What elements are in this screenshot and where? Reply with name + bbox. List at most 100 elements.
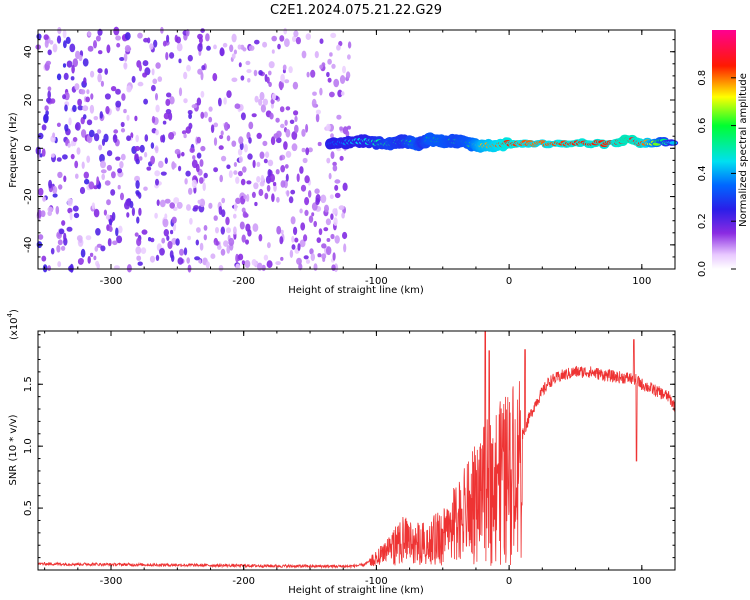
spectrogram-cell xyxy=(199,242,204,251)
spectrogram-cell xyxy=(70,76,75,81)
spectrogram-cell xyxy=(171,161,176,170)
spectrogram-cell xyxy=(72,137,78,142)
spectrogram-cell xyxy=(254,201,258,207)
spectrogram-cell xyxy=(191,104,198,109)
spectrogram-cell xyxy=(112,134,118,143)
spectrogram-cell xyxy=(144,134,149,142)
spectrogram-cell xyxy=(237,148,243,156)
spectrogram-cell xyxy=(100,169,107,174)
spectrogram-cell xyxy=(284,164,289,169)
spectrogram-cell xyxy=(239,221,245,230)
spectrogram-cell xyxy=(208,116,213,123)
spectrogram-cell xyxy=(280,229,284,234)
spectrogram-cell xyxy=(219,47,225,57)
spectrogram-cell xyxy=(342,231,348,240)
spectrogram-cell xyxy=(93,133,100,142)
spectrogram-cell xyxy=(304,209,309,216)
spectrogram-cell xyxy=(108,226,113,233)
spectrogram-cell xyxy=(340,91,345,96)
spectrogram-cell xyxy=(176,43,183,52)
spectrogram-cell xyxy=(72,104,77,113)
spectrogram-cell xyxy=(276,196,280,203)
spectrogram-cell xyxy=(178,87,183,97)
spectrogram-cell xyxy=(303,234,308,242)
snr-multiplier: (x104) xyxy=(6,309,20,340)
spectrogram-cell xyxy=(87,31,92,37)
spectrogram-cell xyxy=(155,62,161,69)
spectrogram-cell xyxy=(330,151,335,160)
spectrogram-frame xyxy=(37,29,676,270)
spectrogram-cell xyxy=(199,177,204,184)
spectrogram-cell xyxy=(247,153,253,160)
spectrogram-cell xyxy=(86,89,90,95)
spectrogram-cell xyxy=(285,173,289,182)
spectrogram-cell xyxy=(205,33,210,42)
spectrogram-cell xyxy=(185,170,191,177)
spectrogram-cell xyxy=(262,41,268,48)
spectrogram-cell xyxy=(288,196,294,204)
spectrogram-cell xyxy=(220,248,226,256)
spectrogram-cell xyxy=(221,209,226,218)
spectrogram-cell xyxy=(332,165,338,172)
spectrogram-cell xyxy=(163,112,170,120)
spectrogram-cell xyxy=(58,184,63,190)
spectrogram-cell xyxy=(262,98,268,106)
spectrogram-cell xyxy=(48,179,53,189)
spectrogram-cell xyxy=(279,106,285,113)
spectrogram-cell xyxy=(195,239,199,246)
spectrogram-cell xyxy=(237,44,242,50)
spectrogram-cell xyxy=(123,108,127,114)
spectrogram-cell xyxy=(347,41,352,49)
spectrogram-cell xyxy=(275,169,280,175)
spectrogram-cell xyxy=(203,225,208,231)
spectrogram-cell xyxy=(332,161,337,167)
spectrogram-cell xyxy=(251,191,256,198)
spectrogram-cell xyxy=(120,192,124,201)
spectrogram-cell xyxy=(119,57,125,61)
spectrogram-cell xyxy=(41,255,47,262)
spectrogram-cell xyxy=(69,211,73,221)
spectrogram-cell xyxy=(117,184,121,190)
spectrogram-cell xyxy=(199,159,204,167)
spectrogram-cell xyxy=(234,103,241,109)
spectrogram-x-ticks: -300 -200 -100 0 100 xyxy=(44,30,676,287)
spectrogram-cell xyxy=(167,240,173,250)
spectrogram-cell xyxy=(192,155,196,160)
spectrogram-cell xyxy=(260,104,266,113)
spectrogram-x-label: Height of straight line (km) xyxy=(288,285,424,296)
spectrogram-cell xyxy=(47,90,51,99)
spectrogram-cell xyxy=(88,129,95,138)
spectrogram-cell xyxy=(309,248,314,255)
spectrogram-cell xyxy=(137,81,144,87)
spectrogram-cell xyxy=(97,73,102,83)
spectrogram-cell xyxy=(238,136,244,145)
spectrogram-cell xyxy=(252,223,259,232)
spectrogram-cell xyxy=(142,60,149,67)
spectrogram-cell xyxy=(191,179,197,189)
spectrogram-cell xyxy=(98,144,103,151)
spectrogram-cell xyxy=(46,97,52,104)
spectrogram-cell xyxy=(88,181,95,190)
spectrogram-cell xyxy=(293,30,299,38)
snr-multiplier-exp: 4 xyxy=(6,312,14,317)
spectrogram-cell xyxy=(259,151,265,159)
spectrogram-cell xyxy=(256,176,261,183)
spectrogram-cell xyxy=(302,157,308,164)
spectrogram-cell xyxy=(339,126,343,131)
spectrogram-cell xyxy=(80,248,86,258)
spectrogram-cell xyxy=(294,237,299,243)
spectrogram-cell xyxy=(260,174,265,183)
spectrogram-cell xyxy=(100,80,104,87)
spectrogram-cell xyxy=(115,227,119,237)
spectrogram-cell xyxy=(294,115,298,122)
spectrogram-cell xyxy=(160,135,164,143)
spectrogram-cell xyxy=(77,105,84,111)
spectrogram-cell xyxy=(62,63,67,68)
spectrogram-cell xyxy=(178,58,182,64)
spectrogram-cell xyxy=(126,85,132,93)
spectrogram-cell xyxy=(124,201,130,210)
spectrogram-cell xyxy=(218,97,222,107)
spectrogram-cell xyxy=(47,86,52,92)
spectrogram-cell xyxy=(165,52,169,61)
spectrogram-cell xyxy=(106,44,111,54)
